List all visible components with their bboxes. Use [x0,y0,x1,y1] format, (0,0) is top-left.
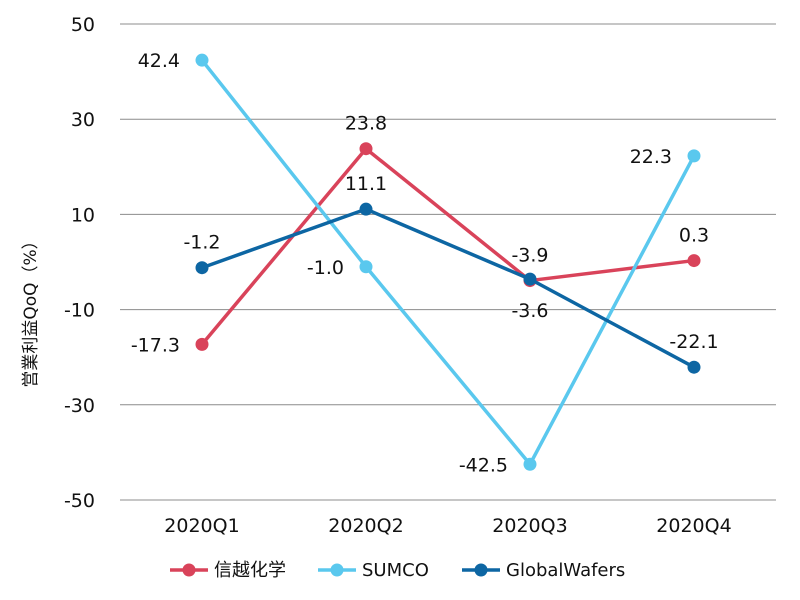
data-point [195,261,209,275]
series-lines [195,53,701,471]
data-label: -1.0 [307,257,344,279]
x-tick-labels: 2020Q1 2020Q2 2020Q3 2020Q4 [164,515,731,537]
y-tick-label: -10 [64,300,95,322]
data-point [523,272,537,286]
legend-marker [330,563,344,577]
data-labels: -17.3 23.8 -3.9 0.3 42.4 -1.0 -42.5 22.3 -1.2 11.… [131,50,719,476]
x-tick-label: 2020Q2 [328,515,403,537]
data-label: -1.2 [183,232,220,254]
x-tick-label: 2020Q3 [492,515,567,537]
legend-label: 信越化学 [214,560,286,581]
data-label: 0.3 [679,225,709,247]
data-label: -22.1 [669,331,718,353]
series-line [200,146,695,346]
legend-label: GlobalWafers [506,560,625,581]
x-tick-label: 2020Q1 [164,515,239,537]
y-tick-label: -30 [64,395,95,417]
data-label: -42.5 [459,454,508,476]
y-tick-labels: 50 30 10 -10 -30 -50 [64,14,95,512]
x-tick-label: 2020Q4 [656,515,731,537]
series-line [201,207,695,369]
data-label: -3.9 [511,245,548,267]
data-point [687,149,701,163]
legend-marker [182,563,196,577]
data-point [359,260,373,274]
data-point [687,360,701,374]
data-label: -17.3 [131,334,180,356]
y-axis-label: 営業利益QoQ（%） [21,232,41,387]
data-point [195,53,209,67]
legend-marker [474,563,488,577]
data-label: 22.3 [630,146,672,168]
data-label: 42.4 [138,50,180,72]
y-tick-label: 10 [71,204,95,226]
data-point [523,457,537,471]
data-label: 11.1 [345,173,387,195]
legend-label: SUMCO [362,560,429,581]
data-point [359,142,373,156]
y-tick-label: 30 [71,109,95,131]
series-line [200,59,696,467]
data-point [359,202,373,216]
data-point [687,254,701,268]
legend: 信越化学 SUMCO GlobalWafers [170,560,625,581]
data-point [195,337,209,351]
data-label: 23.8 [345,113,387,135]
data-label: -3.6 [511,300,548,322]
y-tick-label: 50 [71,14,95,36]
y-tick-label: -50 [64,490,95,512]
